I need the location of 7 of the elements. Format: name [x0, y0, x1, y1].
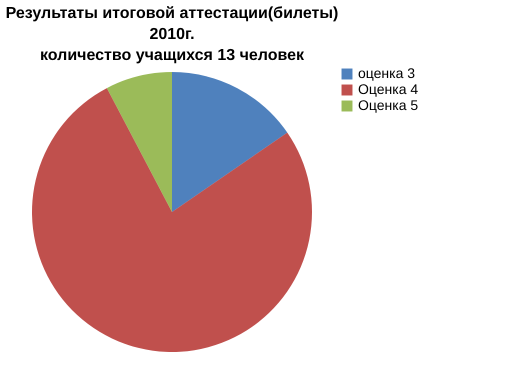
chart-title: Результаты итоговой аттестации(билеты) 2010г. количество учащихся 13 человек: [6, 5, 338, 64]
pie-slice: [32, 88, 312, 352]
legend-label: Оценка 4: [358, 81, 418, 97]
legend-label: Оценка 5: [358, 97, 418, 113]
pie-slice: [106, 72, 172, 212]
pie-slice: [172, 72, 288, 212]
legend-label: оценка 3: [358, 65, 416, 81]
